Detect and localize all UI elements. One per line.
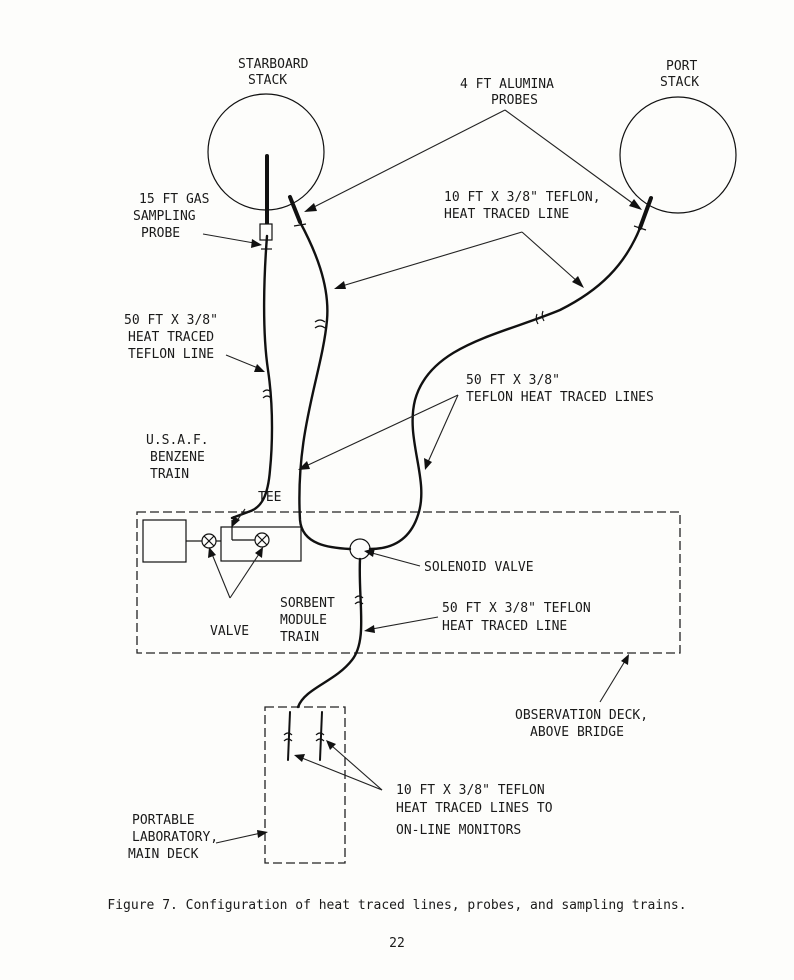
leader-arrows bbox=[202, 109, 642, 844]
label-teflon-lines-50ft: 50 FT X 3/8" TEFLON HEAT TRACED LINES bbox=[466, 373, 654, 405]
label-port-stack: PORT STACK bbox=[660, 59, 705, 90]
solenoid-valve-symbol bbox=[349, 538, 371, 560]
label-teflon-line-10ft: 10 FT X 3/8" TEFLON, HEAT TRACED LINE bbox=[444, 190, 608, 222]
benzene-train-box bbox=[142, 519, 187, 563]
port-alumina-probe bbox=[638, 196, 653, 230]
label-gas-sampling-probe: 15 FT GAS SAMPLING PROBE bbox=[133, 192, 217, 241]
lines-to-online-monitors bbox=[287, 711, 323, 761]
starboard-alumina-probe bbox=[288, 195, 302, 224]
observation-deck-outline bbox=[136, 511, 681, 654]
sampling-configuration-diagram: STARBOARD STACK PORT STACK 4 FT ALUMINA … bbox=[124, 57, 737, 864]
line-from-starboard-alumina-probe bbox=[298, 220, 352, 551]
valve-symbol-left bbox=[201, 533, 217, 549]
line-50ft-from-gas-probe bbox=[230, 234, 274, 520]
line-break-marks bbox=[261, 223, 647, 742]
label-heat-traced-50ft-bottom: 50 FT X 3/8" TEFLON HEAT TRACED LINE bbox=[442, 601, 599, 634]
label-usaf-benzene-train: U.S.A.F. BENZENE TRAIN bbox=[146, 433, 216, 482]
label-valve: VALVE bbox=[210, 624, 249, 639]
label-alumina-probes: 4 FT ALUMINA PROBES bbox=[460, 77, 562, 108]
label-observation-deck: OBSERVATION DECK, ABOVE BRIDGE bbox=[515, 708, 656, 740]
line-from-port-alumina-probe bbox=[368, 226, 642, 551]
sorbent-module-box bbox=[220, 526, 302, 562]
valve-symbol-right bbox=[254, 532, 270, 548]
label-sorbent-module-train: SORBENT MODULE TRAIN bbox=[280, 596, 343, 645]
label-tee: TEE bbox=[258, 490, 281, 505]
line-50ft-to-portable-lab bbox=[296, 557, 363, 709]
label-solenoid-valve: SOLENOID VALVE bbox=[424, 560, 534, 575]
page-number: 22 bbox=[389, 936, 405, 951]
portable-laboratory-outline bbox=[264, 706, 346, 864]
figure-caption: Figure 7. Configuration of heat traced l… bbox=[107, 898, 687, 913]
port-stack-circle bbox=[619, 96, 737, 214]
label-starboard-stack: STARBOARD STACK bbox=[238, 57, 316, 88]
label-portable-laboratory: PORTABLE LABORATORY, MAIN DECK bbox=[128, 813, 226, 862]
label-heat-traced-50ft-left: 50 FT X 3/8" HEAT TRACED TEFLON LINE bbox=[124, 313, 226, 362]
label-teflon-lines-10ft-monitors: 10 FT X 3/8" TEFLON HEAT TRACED LINES TO… bbox=[396, 783, 560, 838]
